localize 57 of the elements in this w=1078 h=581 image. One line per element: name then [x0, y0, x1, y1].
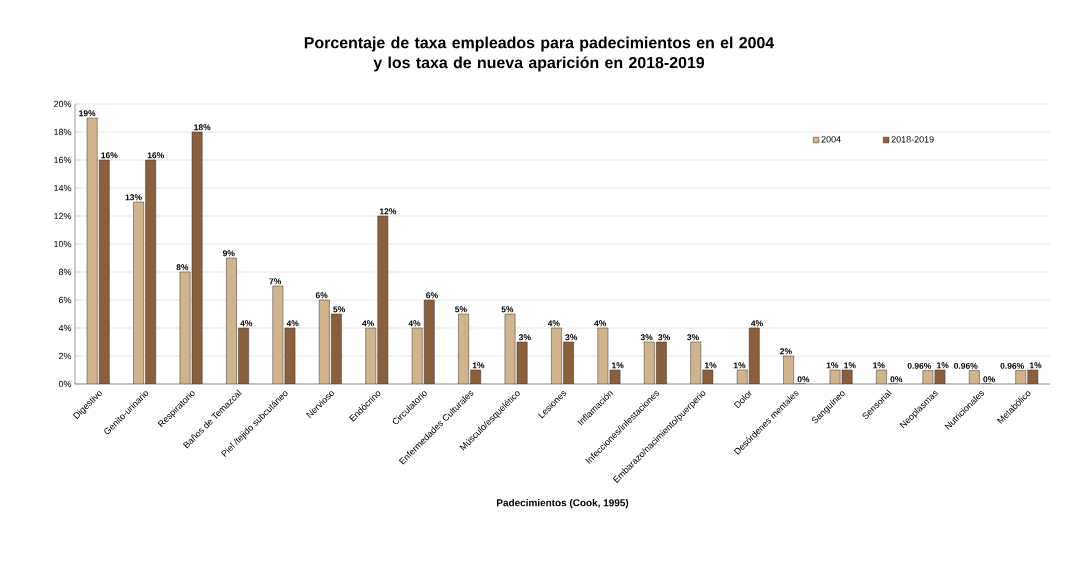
- data-label: 4%: [408, 320, 421, 327]
- data-label: 19%: [79, 110, 96, 117]
- data-label: 1%: [873, 362, 885, 369]
- legend-label: 2004: [821, 136, 841, 143]
- data-label: 0%: [890, 376, 903, 383]
- data-label: 13%: [125, 194, 142, 201]
- data-label: 3%: [518, 334, 531, 341]
- x-axis-title: Padecimientos (Cook, 1995): [497, 498, 629, 509]
- y-tick-label: 18%: [54, 128, 72, 136]
- data-label: 1%: [733, 362, 746, 369]
- data-label: 1%: [844, 362, 856, 369]
- data-label: 0.96%: [1000, 362, 1024, 369]
- data-label: 16%: [147, 152, 164, 159]
- y-tick-label: 8%: [58, 268, 72, 276]
- data-label: 0.96%: [954, 362, 978, 369]
- y-tick-label: 2%: [58, 352, 72, 360]
- data-label: 1%: [1029, 362, 1042, 369]
- data-label: 1%: [612, 362, 624, 369]
- y-tick-label: 10%: [54, 240, 72, 248]
- legend-label: 2018-2019: [891, 136, 934, 143]
- data-label: 16%: [101, 152, 118, 159]
- y-tick-label: 16%: [54, 156, 72, 164]
- data-label: 18%: [194, 124, 211, 131]
- data-label: 1%: [826, 362, 839, 369]
- data-label: 3%: [640, 334, 653, 341]
- data-label: 4%: [362, 320, 374, 327]
- data-label: 4%: [594, 320, 607, 327]
- data-label: 1%: [472, 362, 485, 369]
- data-label: 5%: [333, 306, 345, 313]
- chart-title: Porcentaje de taxa empleados para padecimientos en el 2004 y los taxa de nueva aparición en 2018-2019: [304, 36, 775, 72]
- data-label: 6%: [426, 292, 438, 299]
- data-label: 1%: [937, 362, 949, 369]
- data-label: 7%: [269, 278, 282, 285]
- y-tick-label: 4%: [58, 324, 72, 332]
- data-label: 6%: [315, 292, 328, 299]
- data-label: 12%: [379, 208, 397, 215]
- y-tick-label: 6%: [58, 296, 72, 304]
- y-tick-label: 0%: [58, 380, 72, 388]
- data-label: 9%: [222, 250, 235, 257]
- data-label: 4%: [240, 320, 253, 327]
- data-label: 0%: [983, 376, 996, 383]
- data-label: 8%: [176, 264, 189, 271]
- data-label: 2%: [780, 348, 792, 355]
- y-tick-label: 20%: [53, 100, 72, 108]
- y-tick-label: 14%: [54, 184, 72, 192]
- y-tick-label: 12%: [54, 212, 72, 220]
- data-label: 3%: [565, 334, 578, 341]
- data-label: 5%: [455, 306, 467, 313]
- data-label: 5%: [501, 306, 514, 313]
- data-label: 4%: [547, 320, 560, 327]
- data-label: 0.96%: [907, 362, 932, 369]
- data-label: 4%: [286, 320, 299, 327]
- data-label: 1%: [704, 362, 717, 369]
- data-label: 4%: [750, 320, 763, 327]
- data-label: 3%: [658, 334, 671, 341]
- data-label: 3%: [687, 334, 699, 341]
- data-label: 0%: [797, 376, 810, 383]
